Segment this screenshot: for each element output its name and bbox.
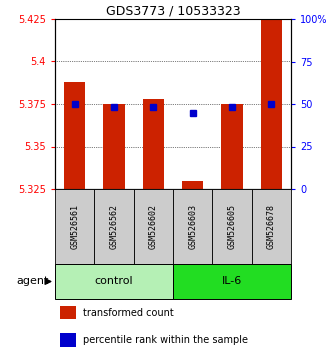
Bar	[221, 104, 243, 189]
Text: GSM526602: GSM526602	[149, 204, 158, 249]
Text: agent: agent	[16, 276, 48, 286]
Bar	[173, 264, 291, 299]
Bar	[60, 333, 76, 347]
Text: control: control	[95, 276, 133, 286]
Bar	[94, 189, 134, 264]
Text: GSM526678: GSM526678	[267, 204, 276, 249]
Bar	[260, 19, 282, 189]
Text: GSM526603: GSM526603	[188, 204, 197, 249]
Bar	[252, 189, 291, 264]
Bar	[64, 82, 85, 189]
Bar	[134, 189, 173, 264]
Bar	[212, 189, 252, 264]
Text: percentile rank within the sample: percentile rank within the sample	[83, 335, 248, 345]
Text: GSM526561: GSM526561	[70, 204, 79, 249]
Text: GSM526605: GSM526605	[227, 204, 237, 249]
Bar	[173, 189, 212, 264]
Text: GSM526562: GSM526562	[110, 204, 118, 249]
Bar	[143, 99, 164, 189]
Text: IL-6: IL-6	[222, 276, 242, 286]
Bar	[55, 189, 94, 264]
Title: GDS3773 / 10533323: GDS3773 / 10533323	[106, 5, 240, 18]
Text: transformed count: transformed count	[83, 308, 174, 318]
Bar	[55, 264, 173, 299]
Bar	[182, 181, 204, 189]
Bar	[103, 104, 125, 189]
Bar	[60, 306, 76, 319]
